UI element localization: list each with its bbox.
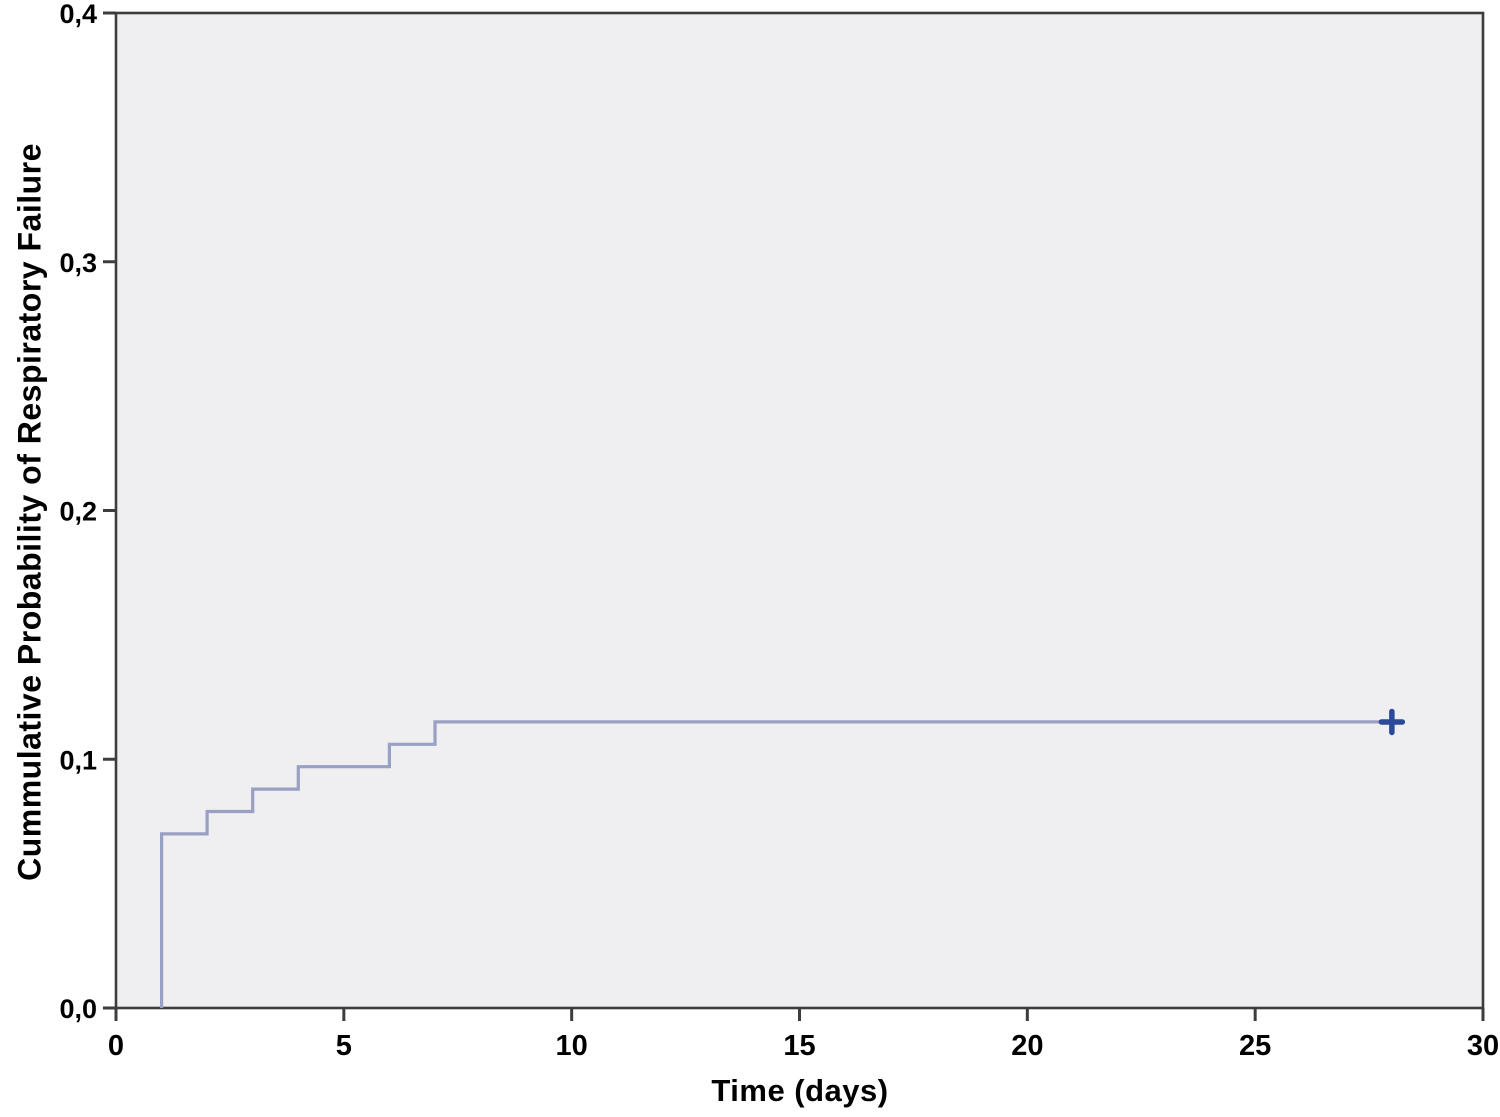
censor-plus-icon — [1378, 708, 1406, 736]
x-tick-label: 0 — [108, 1030, 124, 1062]
y-tick-label: 0,4 — [59, 0, 97, 29]
x-tick-label: 25 — [1239, 1030, 1271, 1062]
x-tick-label: 30 — [1467, 1030, 1499, 1062]
plot-area-background — [116, 13, 1483, 1008]
x-tick-label: 15 — [783, 1030, 815, 1062]
x-tick-label: 10 — [556, 1030, 588, 1062]
y-tick-label: 0,2 — [59, 497, 97, 527]
y-tick-label: 0,1 — [59, 745, 97, 775]
x-tick-label: 5 — [336, 1030, 352, 1062]
x-axis-title: Time (days) — [711, 1073, 889, 1108]
y-axis-title: Cummulative Probability of Respiratory F… — [11, 143, 48, 881]
y-tick-label: 0,0 — [59, 994, 97, 1024]
survival-step-curve — [160, 720, 1399, 1008]
plot-frame — [114, 11, 1485, 1010]
y-tick-label: 0,3 — [59, 248, 97, 278]
x-tick-label: 20 — [1011, 1030, 1043, 1062]
